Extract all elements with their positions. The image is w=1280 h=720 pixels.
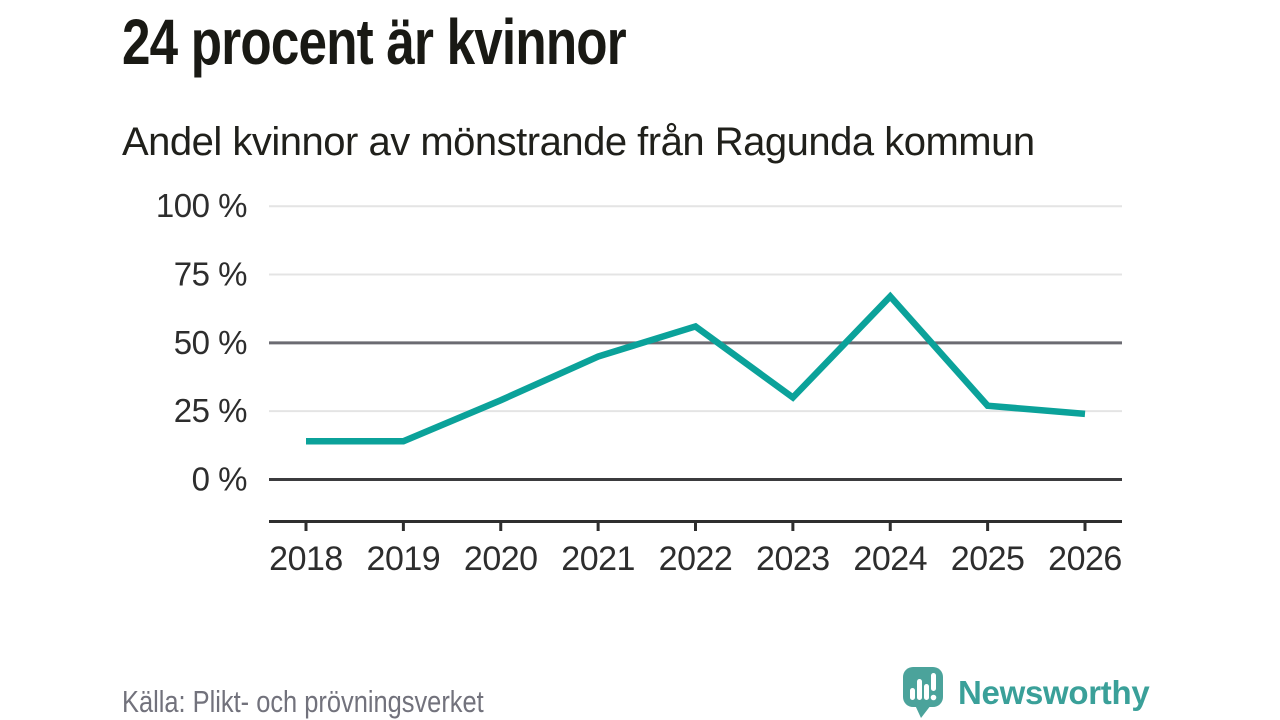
data-line: [306, 291, 1086, 445]
y-tick-label: 50 %: [174, 324, 247, 361]
newsworthy-logo: Newsworthy: [903, 667, 1150, 719]
y-tick-label: 75 %: [174, 256, 247, 293]
y-tick-label: 0 %: [192, 461, 248, 498]
x-tick-label: 2018: [269, 540, 343, 578]
x-tick-label: 2021: [561, 540, 635, 578]
speech-bubble-bar-chart-icon: [903, 667, 943, 718]
x-tick-label: 2022: [659, 540, 733, 578]
source-note: Källa: Plikt- och prövningsverket: [122, 684, 484, 719]
chart-subtitle: Andel kvinnor av mönstrande från Ragunda…: [122, 120, 1035, 164]
chart-title: 24 procent är kvinnor: [122, 6, 627, 78]
x-tick-label: 2026: [1048, 540, 1122, 578]
x-tick-label: 2020: [464, 540, 538, 578]
x-tick-label: 2024: [853, 540, 927, 578]
x-tick-label: 2025: [951, 540, 1025, 578]
y-tick-label: 25 %: [174, 392, 247, 429]
x-tick-label: 2023: [756, 540, 830, 578]
newsworthy-wordmark: Newsworthy: [958, 674, 1150, 711]
x-tick-label: 2019: [367, 540, 441, 578]
y-tick-label: 100 %: [156, 187, 247, 224]
